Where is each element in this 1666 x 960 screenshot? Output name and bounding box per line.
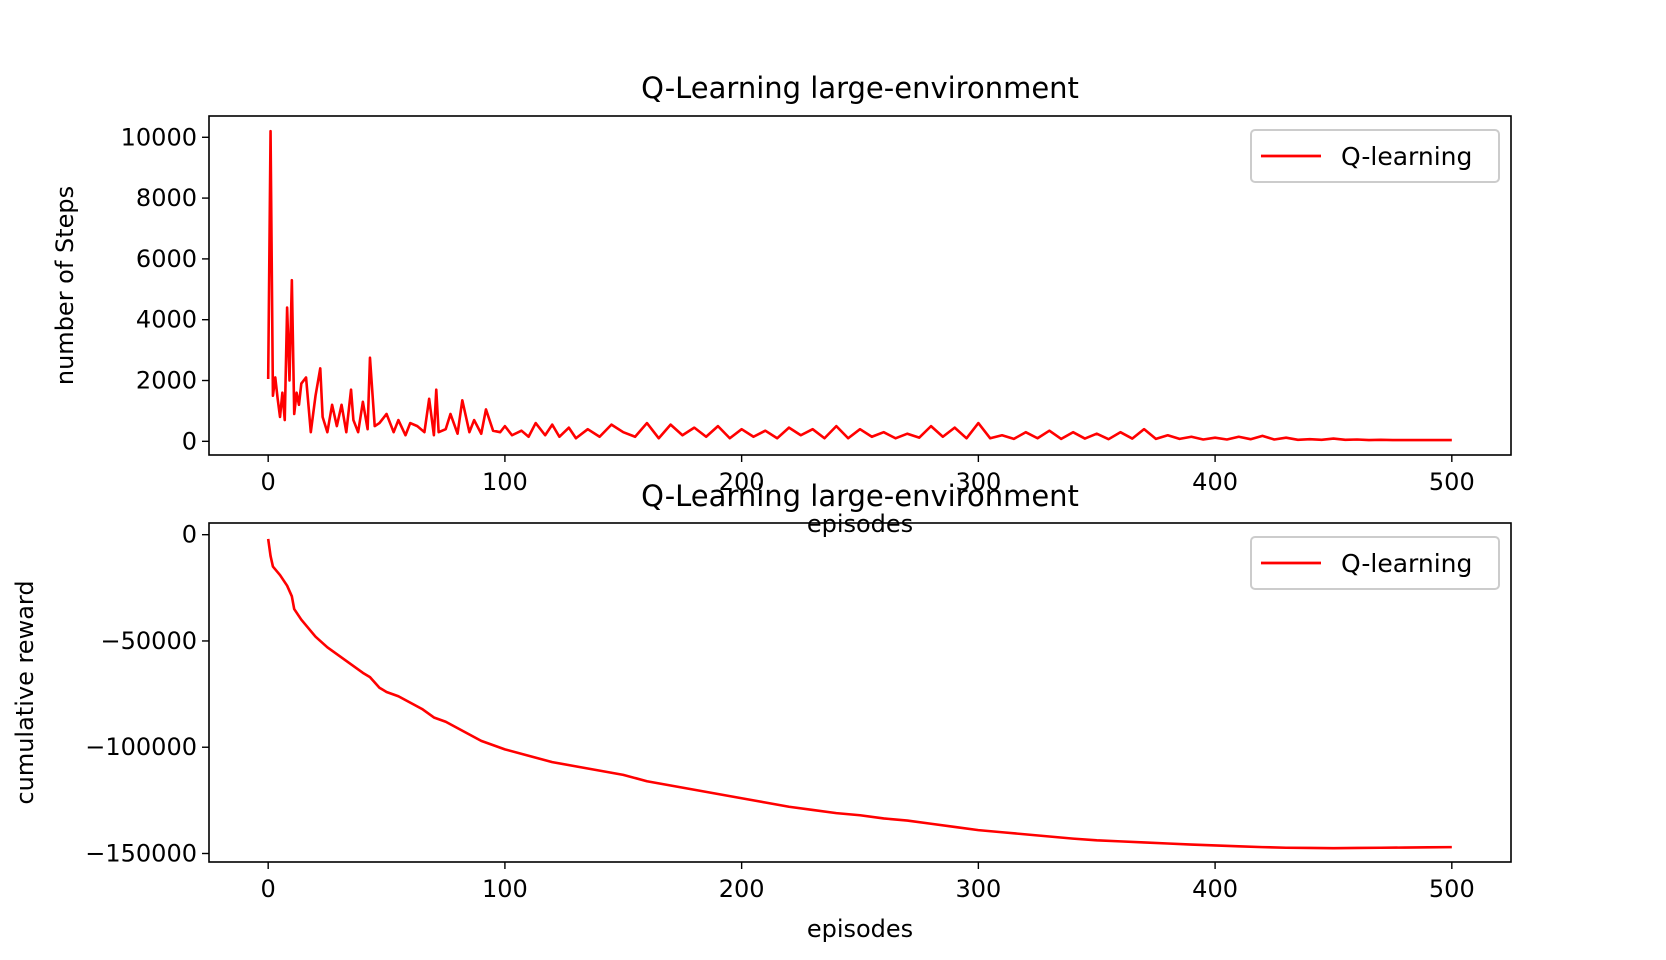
chart-title: Q-Learning large-environment xyxy=(641,71,1079,105)
y-axis-label: number of Steps xyxy=(51,186,79,385)
chart-title: Q-Learning large-environment xyxy=(641,479,1079,513)
x-tick-label: 0 xyxy=(261,875,276,903)
y-tick-label: 10000 xyxy=(121,123,197,151)
legend-box xyxy=(1250,536,1500,590)
x-axis-label: episodes xyxy=(807,510,913,538)
x-tick-label: 300 xyxy=(955,875,1001,903)
legend-label: Q-learning xyxy=(1341,549,1472,578)
x-axis-label: episodes xyxy=(807,915,913,943)
legend: Q-learning xyxy=(1250,129,1500,183)
x-tick-label: 100 xyxy=(482,468,528,496)
series-line-0 xyxy=(266,538,1452,850)
x-tick-label: 100 xyxy=(482,875,528,903)
steps-panel: 0 100 200 300 400 500 0 2000 4000 6000 8000 10000 Q-… xyxy=(51,71,1512,538)
y-tick-label: 8000 xyxy=(136,184,197,212)
y-tick-label: 6000 xyxy=(136,245,197,273)
x-tick-label: 500 xyxy=(1429,468,1475,496)
y-tick-label: −50000 xyxy=(101,627,197,655)
y-tick-label: 2000 xyxy=(136,367,197,395)
y-tick-label: 4000 xyxy=(136,306,197,334)
legend: Q-learning xyxy=(1250,536,1500,590)
x-tick-label: 400 xyxy=(1192,468,1238,496)
axes-frame xyxy=(208,522,1512,863)
x-tick-label: 500 xyxy=(1429,875,1475,903)
x-tick-label: 300 xyxy=(955,468,1001,496)
x-tick-label: 400 xyxy=(1192,875,1238,903)
x-tick-label: 200 xyxy=(719,468,765,496)
legend-box xyxy=(1250,129,1500,183)
axes-frame xyxy=(208,115,1512,456)
legend-label: Q-learning xyxy=(1341,142,1472,171)
y-axis-label: cumulative reward xyxy=(11,580,39,804)
y-tick-label: 0 xyxy=(182,521,197,549)
reward-panel: 0 100 200 300 400 500 0 −50000 −100000 −150000 Q-L… xyxy=(11,479,1512,943)
y-tick-label: −100000 xyxy=(85,733,197,761)
series-line-0 xyxy=(266,129,1452,442)
x-tick-label: 200 xyxy=(719,875,765,903)
x-tick-label: 0 xyxy=(261,468,276,496)
y-tick-label: −150000 xyxy=(85,839,197,867)
y-tick-label: 0 xyxy=(182,427,197,455)
